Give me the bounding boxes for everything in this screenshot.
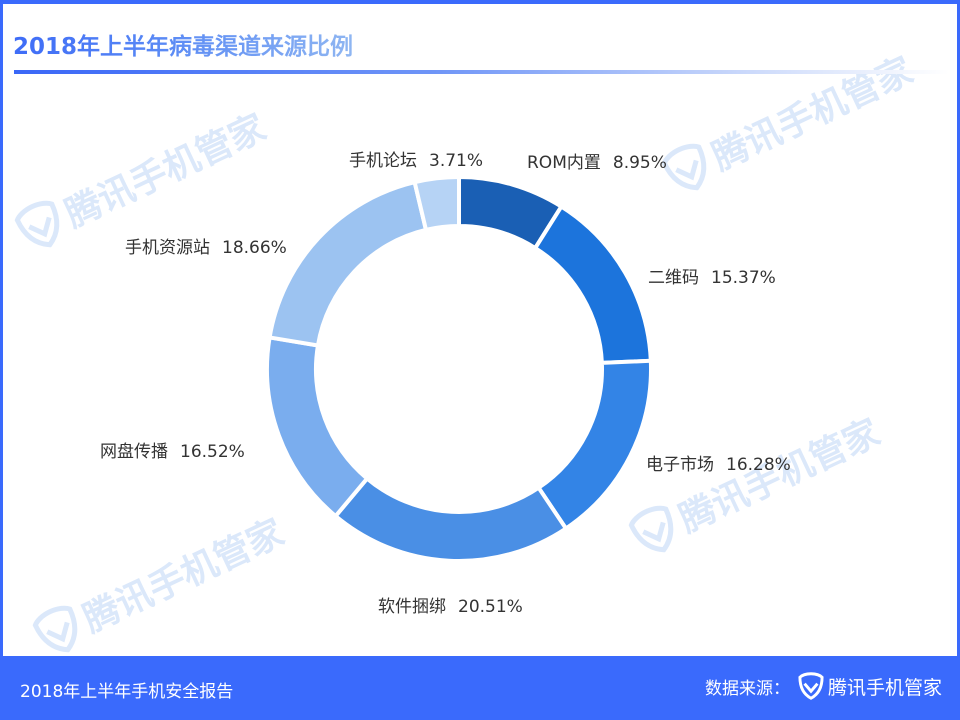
source-label: 数据来源： xyxy=(704,678,790,699)
title-divider xyxy=(14,70,949,74)
slice-label-forum: 手机论坛 3.71% xyxy=(349,151,484,171)
slice-label-app-market: 电子市场 16.28% xyxy=(646,455,791,475)
slice-label-bundled-software: 软件捆绑 20.51% xyxy=(378,597,523,617)
donut-slice xyxy=(535,358,653,532)
slice-label-qrcode: 二维码 15.37% xyxy=(648,268,776,288)
page-title: 2018年上半年病毒渠道来源比例 xyxy=(13,27,353,61)
donut-slice xyxy=(332,475,569,563)
data-source: 数据来源： 腾讯手机管家 xyxy=(705,672,942,700)
slice-label-rom: ROM内置 8.95% xyxy=(527,153,667,173)
donut-slice xyxy=(267,179,429,348)
slice-label-resource-site: 手机资源站 18.66% xyxy=(125,238,287,258)
report-title: 2018年上半年手机安全报告 xyxy=(20,682,234,702)
brand-name: 腾讯手机管家 xyxy=(827,676,942,699)
donut-slice xyxy=(265,335,370,519)
slice-label-cloud-drive: 网盘传播 16.52% xyxy=(100,442,245,462)
shield-check-icon xyxy=(798,672,824,700)
donut-slice xyxy=(412,174,461,233)
donut-slice xyxy=(532,203,653,365)
